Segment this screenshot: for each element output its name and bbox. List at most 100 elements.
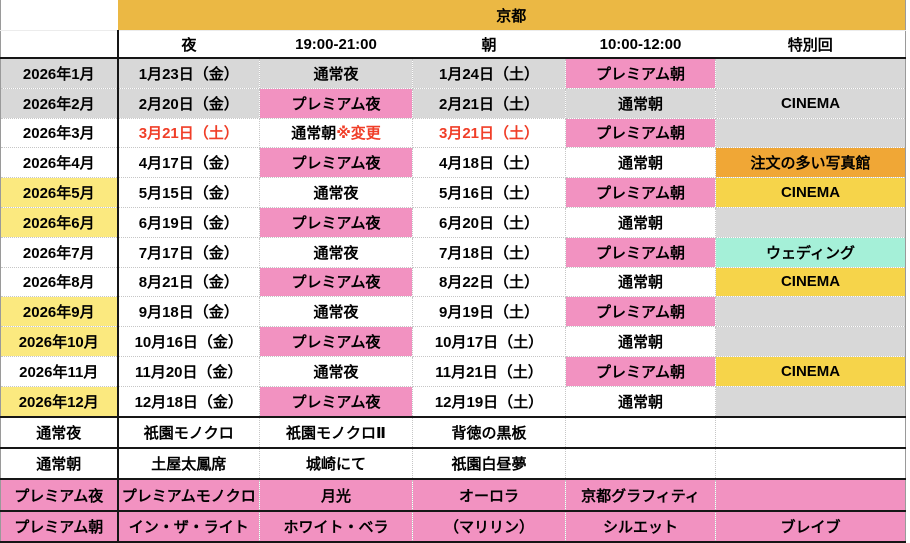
show-title-row: 通常朝 土屋太鳳席 城崎にて 祇園白昼夢 (0, 446, 907, 480)
night-type-label: プレミアム夜 (291, 155, 381, 173)
morning-date-cell: 1月24日（土） (412, 58, 566, 89)
night-type-cell: プレミアム夜 (259, 207, 413, 238)
morning-date-cell: 2月21日（土） (412, 88, 566, 119)
show-title-cell: （マリリン） (412, 509, 566, 543)
morning-date-cell: 10月17日（土） (412, 326, 566, 357)
night-type-cell: プレミアム夜 (259, 88, 413, 119)
month-cell: 2026年7月 (0, 237, 119, 268)
night-date-cell: 11月20日（金） (117, 356, 260, 387)
morning-type-cell: プレミアム朝 (565, 177, 716, 208)
special-cell: CINEMA (715, 267, 907, 298)
morning-date-cell: 6月20日（土） (412, 207, 566, 238)
show-title-cell: 祇園モノクロⅡ (259, 415, 413, 448)
month-row: 2026年3月 3月21日（土） 通常朝※変更 3月21日（土） プレミアム朝 (0, 118, 907, 149)
morning-type-cell: 通常朝 (565, 147, 716, 179)
show-title-cell: イン・ザ・ライト (117, 509, 260, 543)
night-date-cell: 5月15日（金） (117, 177, 260, 208)
night-type-cell: 通常夜 (259, 296, 413, 328)
night-type-label: 通常夜 (313, 304, 359, 322)
morning-date-cell: 12月19日（土） (412, 386, 566, 418)
morning-type-cell: プレミアム朝 (565, 237, 716, 268)
morning-date-cell: 11月21日（土） (412, 356, 566, 387)
morning-type-cell: プレミアム朝 (565, 58, 716, 89)
month-cell: 2026年5月 (0, 177, 119, 208)
night-type-label: プレミアム夜 (291, 214, 381, 232)
special-cell: CINEMA (715, 356, 907, 387)
night-date-cell: 8月21日（金） (117, 267, 260, 298)
month-row: 2026年6月 6月19日（金） プレミアム夜 6月20日（土） 通常朝 (0, 207, 907, 238)
morning-type-cell: 通常朝 (565, 326, 716, 357)
month-cell: 2026年10月 (0, 326, 119, 357)
night-type-label: プレミアム夜 (291, 274, 381, 292)
night-date-cell: 9月18日（金） (117, 296, 260, 328)
region-band-row: 京都 (1, 0, 906, 31)
night-type-cell: 通常朝※変更 (259, 118, 413, 149)
night-type-label: 通常朝 (291, 125, 337, 143)
special-cell: CINEMA (715, 88, 907, 119)
column-header-morning: 朝 (412, 30, 566, 59)
special-cell (715, 58, 907, 89)
night-date-cell: 10月16日（金） (117, 326, 260, 357)
night-type-cell: 通常夜 (259, 237, 413, 268)
night-type-label: 通常夜 (313, 65, 359, 83)
night-date-cell: 4月17日（金） (117, 147, 260, 179)
morning-date-cell: 8月22日（土） (412, 267, 566, 298)
special-cell: 注文の多い写真館 (715, 147, 907, 179)
night-type-cell: プレミアム夜 (259, 386, 413, 418)
morning-type-cell: プレミアム朝 (565, 118, 716, 149)
morning-type-cell: 通常朝 (565, 207, 716, 238)
night-date-cell: 1月23日（金） (117, 58, 260, 89)
special-cell (715, 118, 907, 149)
night-date-cell: 6月19日（金） (117, 207, 260, 238)
month-row: 2026年4月 4月17日（金） プレミアム夜 4月18日（土） 通常朝 注文の多い写真館 (0, 147, 907, 179)
show-title-cell: 背徳の黒板 (412, 415, 566, 448)
month-row: 2026年2月 2月20日（金） プレミアム夜 2月21日（土） 通常朝 CINEMA (0, 88, 907, 119)
night-type-label: プレミアム夜 (291, 95, 381, 113)
night-type-cell: プレミアム夜 (259, 267, 413, 298)
night-type-cell: プレミアム夜 (259, 326, 413, 357)
show-title-cell: シルエット (565, 509, 716, 543)
column-header-night: 夜 (117, 30, 260, 59)
legend-label-cell: 通常朝 (0, 446, 119, 480)
morning-date-cell: 7月18日（土） (412, 237, 566, 268)
change-note: ※変更 (336, 125, 381, 143)
show-title-cell: 京都グラフィティ (565, 478, 716, 511)
special-cell (715, 326, 907, 357)
month-cell: 2026年1月 (0, 58, 119, 89)
night-type-label: 通常夜 (313, 363, 359, 381)
show-title-cell (715, 478, 907, 511)
month-cell: 2026年9月 (0, 296, 119, 328)
show-title-cell: 土屋太鳳席 (117, 446, 260, 480)
special-cell (715, 296, 907, 328)
show-title-cell: 城崎にて (259, 446, 413, 480)
month-row: 2026年7月 7月17日（金） 通常夜 7月18日（土） プレミアム朝 ウェディング (0, 237, 907, 268)
legend-label-cell: プレミアム朝 (0, 509, 119, 543)
morning-type-cell: プレミアム朝 (565, 296, 716, 328)
month-schedule-body: 2026年1月 1月23日（金） 通常夜 1月24日（土） プレミアム朝 2026年2月 2… (0, 58, 907, 418)
legend-label-cell: プレミアム夜 (0, 478, 119, 511)
show-title-cell: 月光 (259, 478, 413, 511)
morning-date-cell: 4月18日（土） (412, 147, 566, 179)
month-cell: 2026年3月 (0, 118, 119, 149)
morning-type-cell: 通常朝 (565, 88, 716, 119)
show-title-cell: プレミアムモノクロ (117, 478, 260, 511)
show-title-cell (565, 415, 716, 448)
night-type-cell: 通常夜 (259, 356, 413, 387)
special-cell (715, 207, 907, 238)
morning-date-cell: 5月16日（土） (412, 177, 566, 208)
show-title-cell: 祇園モノクロ (117, 415, 260, 448)
month-row: 2026年5月 5月15日（金） 通常夜 5月16日（土） プレミアム朝 CINEMA (0, 177, 907, 208)
month-row: 2026年9月 9月18日（金） 通常夜 9月19日（土） プレミアム朝 (0, 296, 907, 328)
corner-cell (0, 30, 119, 59)
column-header-special: 特別回 (715, 30, 906, 59)
show-title-body: 通常夜 祇園モノクロ 祇園モノクロⅡ 背徳の黒板 通常朝 土屋太鳳席 城崎にて 祇園白昼夢 プレ… (0, 415, 907, 543)
special-cell: ウェディング (715, 237, 907, 268)
morning-date-cell: 9月19日（土） (412, 296, 566, 328)
month-row: 2026年10月 10月16日（金） プレミアム夜 10月17日（土） 通常朝 (0, 326, 907, 357)
morning-type-cell: プレミアム朝 (565, 356, 716, 387)
show-title-row: プレミアム朝 イン・ザ・ライト ホワイト・ベラ （マリリン） シルエット ブレイブ (0, 509, 907, 543)
night-date-cell: 2月20日（金） (117, 88, 260, 119)
show-title-row: プレミアム夜 プレミアムモノクロ 月光 オーロラ 京都グラフィティ (0, 478, 907, 511)
show-title-cell (565, 446, 716, 480)
